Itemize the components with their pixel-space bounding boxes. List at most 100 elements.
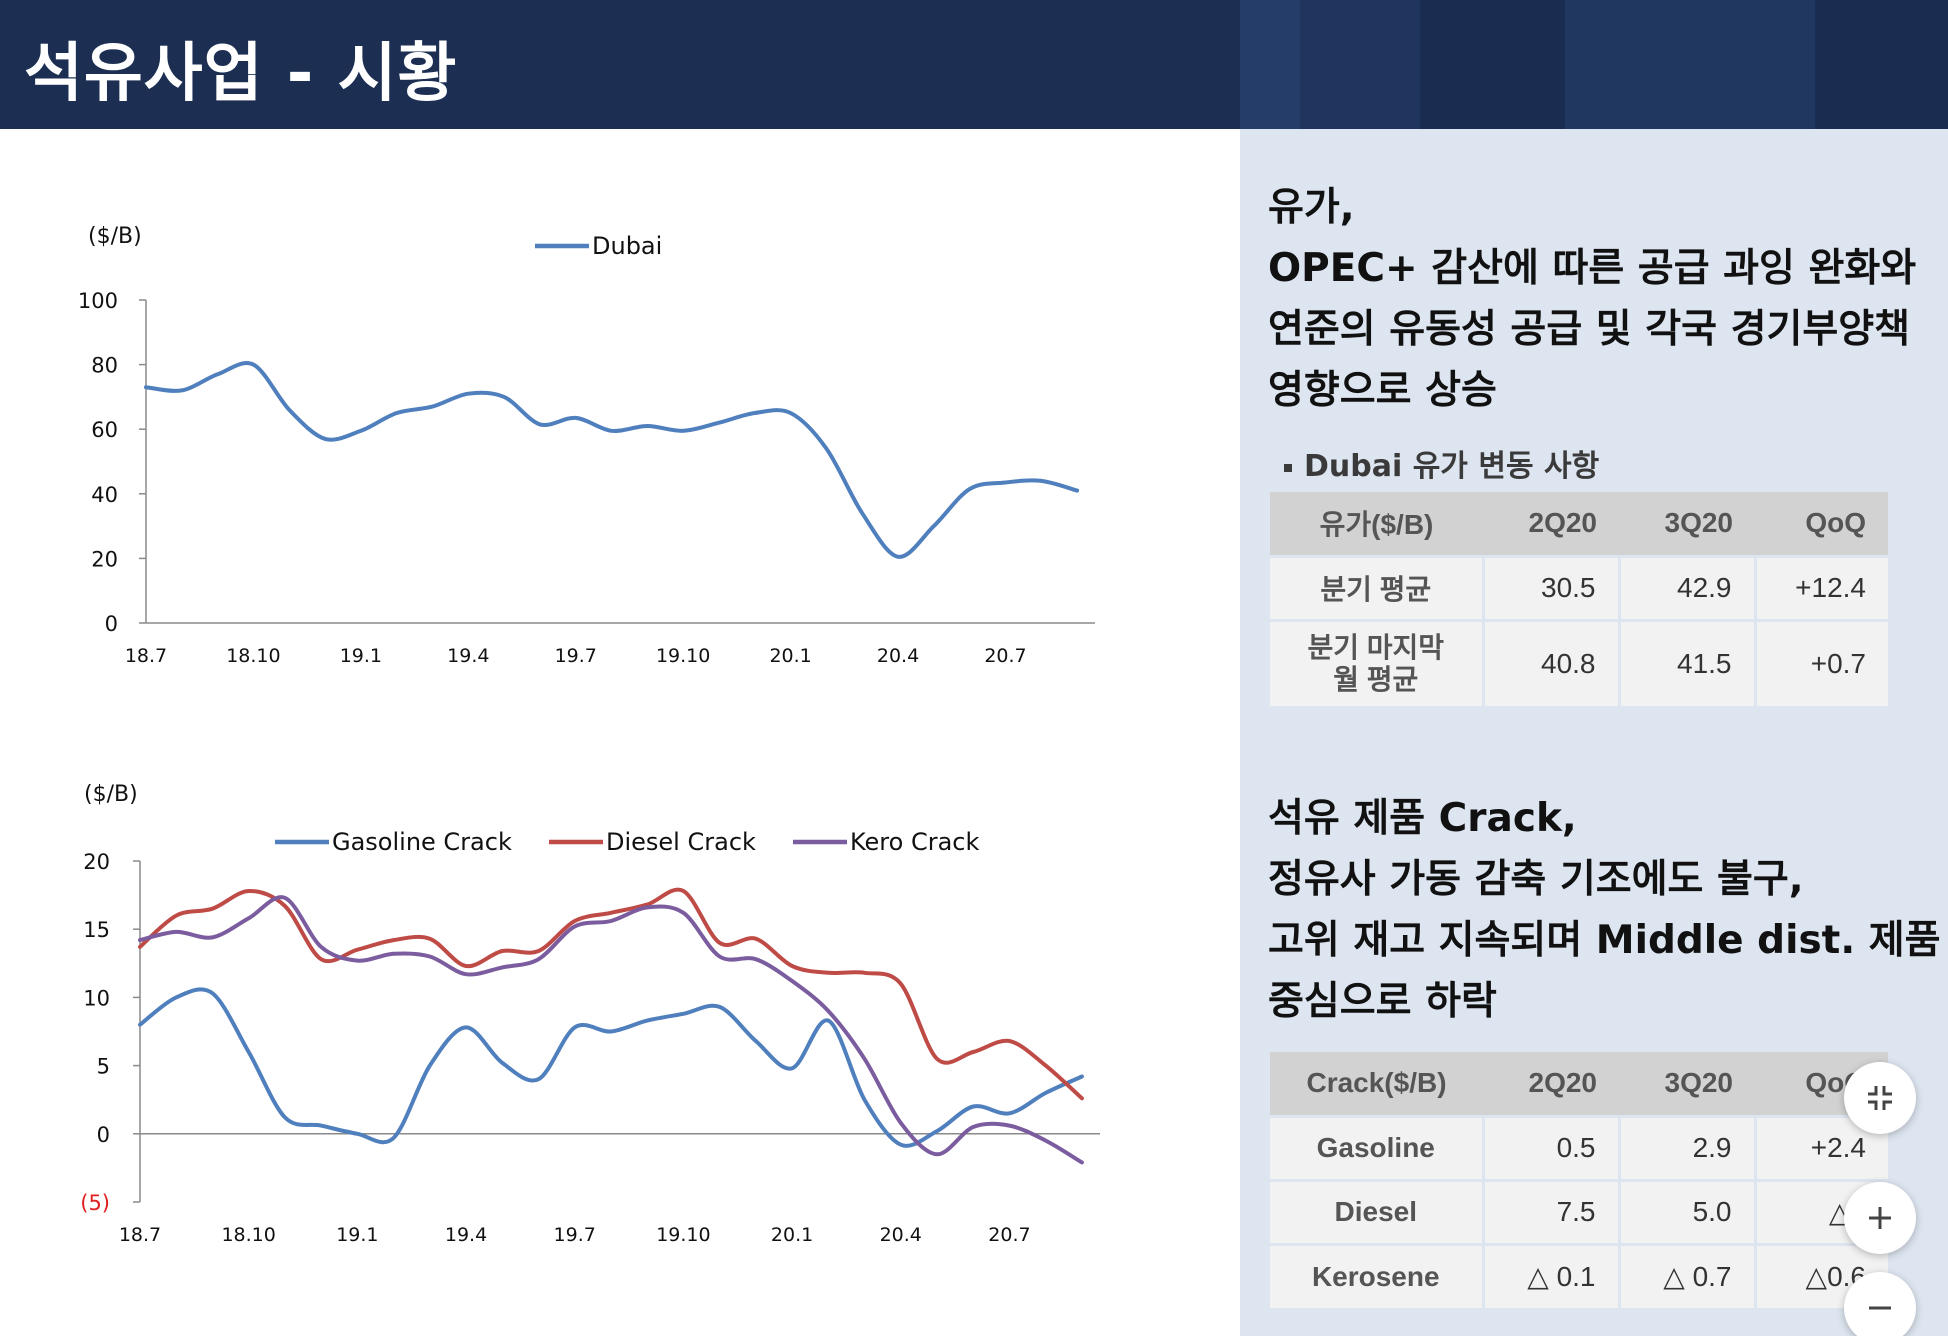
cell-2q20: 40.8 bbox=[1483, 618, 1621, 706]
header-decor-block bbox=[1420, 0, 1565, 129]
table-row: Gasoline 0.5 2.9 +2.4 bbox=[1270, 1114, 1888, 1180]
dubai-subtitle-text: Dubai 유가 변동 사항 bbox=[1304, 449, 1600, 484]
y-tick-label: 5 bbox=[97, 1055, 110, 1079]
oil-commentary-line: OPEC+ 감산에 따른 공급 과잉 완화와 bbox=[1268, 246, 1917, 291]
series-line-kero-crack bbox=[138, 895, 1084, 1165]
bullet-square-icon bbox=[1284, 463, 1292, 472]
x-tick-label: 18.10 bbox=[226, 645, 280, 667]
y-tick-label: 20 bbox=[91, 547, 118, 571]
x-tick-label: 19.10 bbox=[656, 1224, 710, 1246]
header-bar: 석유사업 - 시황 bbox=[0, 0, 1948, 129]
table-header-row: 유가($/B) 2Q20 3Q20 QoQ bbox=[1270, 492, 1888, 556]
dubai-price-table: 유가($/B) 2Q20 3Q20 QoQ 분기 평균 30.5 42.9 +1… bbox=[1270, 492, 1888, 706]
y-tick-label: 60 bbox=[91, 418, 118, 442]
cell-qoq: +12.4 bbox=[1755, 554, 1888, 620]
y-tick-label: 10 bbox=[83, 986, 110, 1010]
dubai-chart: ($/B) 0 20 40 60 80 100 18.7 18.10 19.1 19.4 19.7 19… bbox=[78, 224, 1095, 667]
oil-price-commentary: 유가, OPEC+ 감산에 따른 공급 과잉 완화와 연준의 유동성 공급 및 … bbox=[1268, 177, 1916, 421]
table-header-cell: 3Q20 bbox=[1619, 492, 1755, 556]
cell-2q20: 7.5 bbox=[1483, 1178, 1621, 1244]
crack-commentary-line: 정유사 가동 감축 기조에도 불구, bbox=[1268, 857, 1804, 902]
y-tick-label: 80 bbox=[91, 354, 118, 378]
y-tick-label: (5) bbox=[80, 1191, 110, 1215]
y-tick-label: 0 bbox=[105, 612, 118, 636]
x-tick-label: 20.1 bbox=[771, 1224, 813, 1246]
x-tick-label: 19.1 bbox=[336, 1224, 378, 1246]
table-header-cell: 2Q20 bbox=[1483, 492, 1619, 556]
cell-3q20: 2.9 bbox=[1619, 1114, 1757, 1180]
table-header-cell: Crack($/B) bbox=[1270, 1052, 1483, 1116]
row-label-line: 분기 마지막 bbox=[1307, 631, 1445, 663]
table-row: Diesel 7.5 5.0 △2 bbox=[1270, 1178, 1888, 1244]
crack-table: Crack($/B) 2Q20 3Q20 QoQ Gasoline 0.5 2.… bbox=[1270, 1052, 1888, 1308]
x-tick-label: 20.1 bbox=[769, 645, 811, 667]
series-line-diesel-crack bbox=[138, 887, 1084, 1101]
x-tick-label: 19.1 bbox=[340, 645, 382, 667]
header-decor-block bbox=[1565, 0, 1815, 129]
x-tick-label: 20.7 bbox=[988, 1224, 1030, 1246]
crack-chart: ($/B) (5) 0 5 10 15 20 18.7 18.10 19.1 19.4 19.7 19.… bbox=[80, 782, 1100, 1246]
table-row: Kerosene △ 0.1 △ 0.7 △0.6 bbox=[1270, 1242, 1888, 1308]
y-tick-label: 15 bbox=[83, 918, 110, 942]
x-tick-label: 20.7 bbox=[984, 645, 1026, 667]
crack-commentary-line: 석유 제품 Crack, bbox=[1268, 796, 1577, 841]
y-tick-label: 20 bbox=[83, 850, 110, 874]
legend-label: Kero Crack bbox=[850, 828, 979, 856]
crack-commentary-line: 중심으로 하락 bbox=[1268, 979, 1497, 1024]
row-label: Gasoline bbox=[1270, 1114, 1485, 1180]
cell-2q20: 30.5 bbox=[1483, 554, 1621, 620]
legend-label: Dubai bbox=[592, 232, 662, 260]
oil-commentary-line: 유가, bbox=[1268, 185, 1355, 230]
row-label: Diesel bbox=[1270, 1178, 1485, 1244]
table-header-cell: 유가($/B) bbox=[1270, 492, 1483, 556]
y-tick-label: 40 bbox=[91, 483, 118, 507]
row-label: 분기 마지막 월 평균 bbox=[1270, 618, 1485, 706]
crack-commentary: 석유 제품 Crack, 정유사 가동 감축 기조에도 불구, 고위 재고 지속… bbox=[1268, 788, 1940, 1032]
zoom-fit-button[interactable] bbox=[1844, 1062, 1916, 1134]
row-label: Kerosene bbox=[1270, 1242, 1485, 1308]
series-line-gasoline-crack bbox=[138, 987, 1084, 1148]
plus-icon bbox=[1869, 1207, 1891, 1229]
x-tick-label: 19.4 bbox=[447, 645, 489, 667]
y-tick-label: 100 bbox=[78, 289, 118, 313]
series-line-dubai bbox=[144, 361, 1080, 559]
cell-3q20: 42.9 bbox=[1619, 554, 1757, 620]
cell-3q20: 41.5 bbox=[1619, 618, 1757, 706]
oil-commentary-line: 영향으로 상승 bbox=[1268, 368, 1497, 413]
header-decor-block bbox=[1240, 0, 1300, 129]
y-unit-label: ($/B) bbox=[88, 224, 142, 249]
x-tick-label: 20.4 bbox=[880, 1224, 922, 1246]
table-header-cell: QoQ bbox=[1755, 492, 1888, 556]
charts-area: ($/B) 0 20 40 60 80 100 18.7 18.10 19.1 19.4 19.7 19… bbox=[78, 224, 1100, 1246]
header-decor-block bbox=[1815, 0, 1948, 129]
x-tick-label: 18.7 bbox=[125, 645, 167, 667]
x-tick-label: 19.7 bbox=[555, 645, 597, 667]
dubai-subtitle: Dubai 유가 변동 사항 bbox=[1284, 441, 1599, 485]
zoom-in-button[interactable] bbox=[1844, 1182, 1916, 1254]
cell-2q20: △ 0.1 bbox=[1483, 1242, 1621, 1308]
table-header-row: Crack($/B) 2Q20 3Q20 QoQ bbox=[1270, 1052, 1888, 1116]
x-tick-label: 20.4 bbox=[877, 645, 919, 667]
row-label: 분기 평균 bbox=[1270, 554, 1485, 620]
y-unit-label: ($/B) bbox=[84, 782, 138, 807]
x-tick-label: 19.4 bbox=[445, 1224, 487, 1246]
cell-qoq: +0.7 bbox=[1755, 618, 1888, 706]
crack-commentary-line: 고위 재고 지속되며 Middle dist. 제품 bbox=[1268, 918, 1941, 963]
oil-commentary-line: 연준의 유동성 공급 및 각국 경기부양책 bbox=[1268, 307, 1910, 352]
x-tick-label: 19.10 bbox=[656, 645, 710, 667]
row-label-line: 월 평균 bbox=[1333, 663, 1419, 695]
minus-icon bbox=[1869, 1306, 1891, 1310]
zoom-out-button[interactable] bbox=[1844, 1272, 1916, 1336]
table-row: 분기 평균 30.5 42.9 +12.4 bbox=[1270, 554, 1888, 620]
legend-label: Gasoline Crack bbox=[332, 828, 512, 856]
table-header-cell: 3Q20 bbox=[1619, 1052, 1755, 1116]
page-title: 석유사업 - 시황 bbox=[24, 37, 458, 111]
x-tick-label: 19.7 bbox=[554, 1224, 596, 1246]
header-decor-block bbox=[1300, 0, 1420, 129]
table-header-cell: 2Q20 bbox=[1483, 1052, 1619, 1116]
cell-2q20: 0.5 bbox=[1483, 1114, 1621, 1180]
cell-3q20: △ 0.7 bbox=[1619, 1242, 1757, 1308]
compress-icon bbox=[1868, 1086, 1892, 1110]
table-row: 분기 마지막 월 평균 40.8 41.5 +0.7 bbox=[1270, 618, 1888, 706]
x-tick-label: 18.10 bbox=[221, 1224, 275, 1246]
